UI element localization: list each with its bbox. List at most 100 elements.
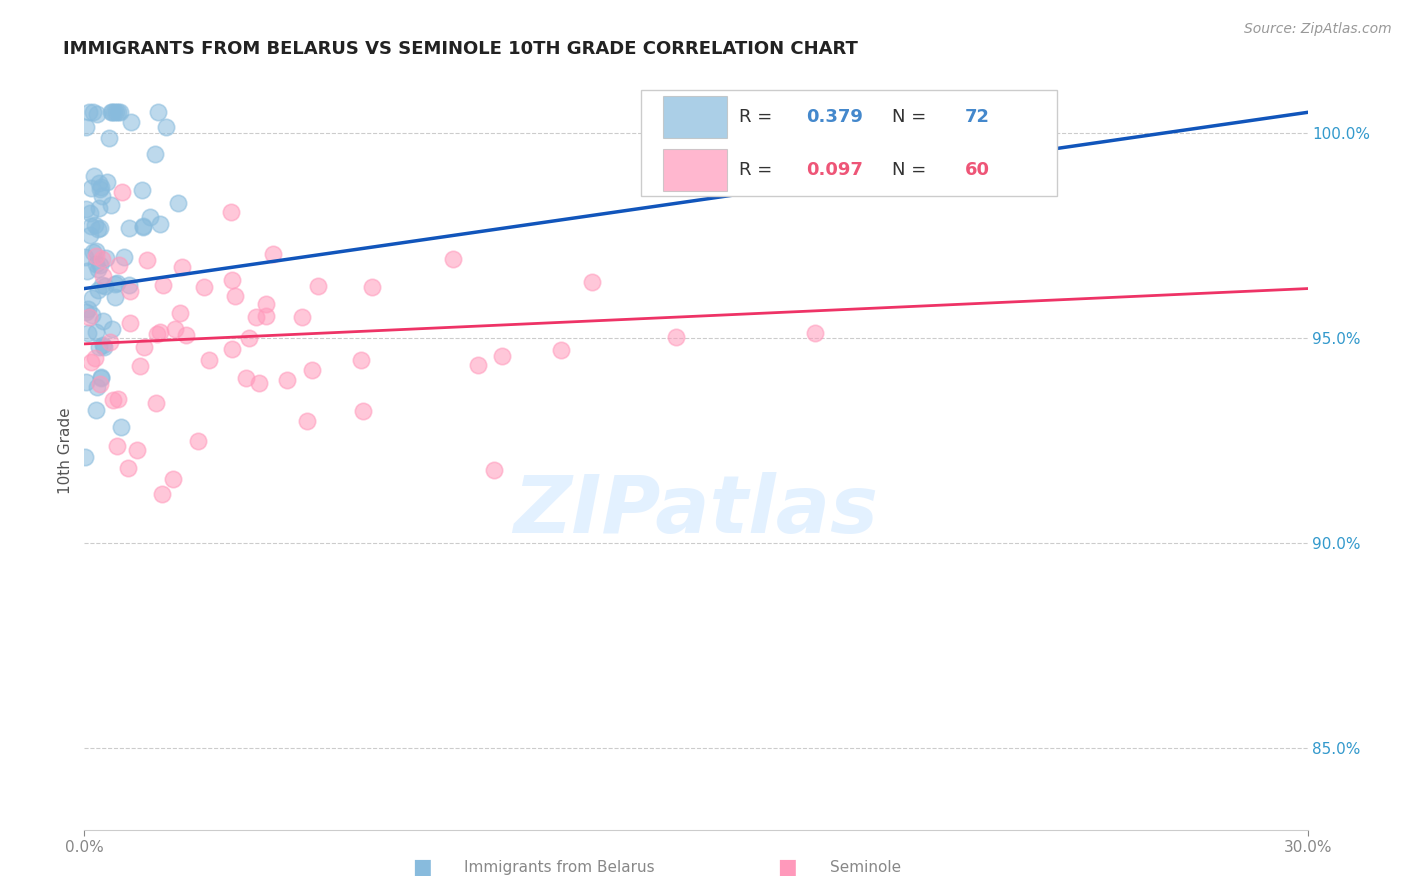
Point [155,120,177,135]
Point [89,202,111,216]
Point [79,310,101,325]
Point [135,252,157,267]
Point [75,250,97,264]
Text: ■: ■ [778,857,797,877]
Point [118,221,141,235]
Point [104,105,127,120]
Point [75,375,97,389]
Point [152,277,174,292]
Point [80,219,103,233]
Point [84,325,107,339]
Point [75,202,97,217]
Point [491,349,513,363]
Point [80,291,103,305]
Point [162,472,184,486]
Point [803,326,825,341]
Text: ZIPatlas: ZIPatlas [513,472,879,550]
Point [87,222,110,236]
Point [104,290,127,304]
Point [193,280,215,294]
Point [224,289,246,303]
Point [118,316,141,330]
Text: R =: R = [738,108,778,126]
Point [91,268,114,283]
Point [198,353,221,368]
Point [89,376,111,391]
Point [89,182,111,196]
Point [149,325,172,339]
Point [91,337,114,351]
Point [117,461,139,475]
Point [187,434,209,448]
Point [91,278,114,293]
Point [482,463,505,477]
Point [145,395,167,409]
Point [256,310,278,324]
Point [79,206,101,220]
Point [127,443,149,458]
Point [84,257,107,271]
Point [89,258,111,272]
Point [112,250,135,264]
Point [108,105,131,120]
Point [108,258,131,272]
Point [90,180,112,194]
Point [107,277,129,291]
Point [105,439,128,453]
Point [90,371,112,385]
Point [83,169,105,183]
Point [75,304,97,318]
Point [91,314,114,328]
Point [86,380,108,394]
Point [94,279,117,293]
Point [235,371,257,385]
Text: 0.097: 0.097 [806,161,863,179]
Point [84,218,107,232]
Point [110,420,132,434]
Point [150,487,173,501]
Point [238,331,260,345]
Point [96,175,118,189]
Point [104,277,127,291]
Point [120,284,142,298]
Point [93,341,115,355]
Point [100,197,122,211]
Point [665,329,688,343]
Point [101,322,124,336]
Text: R =: R = [738,161,778,179]
FancyBboxPatch shape [664,149,727,191]
Point [118,278,141,293]
Point [82,105,104,120]
Point [79,228,101,243]
Point [295,414,318,428]
FancyBboxPatch shape [664,96,727,137]
Point [76,264,98,278]
Point [98,334,121,349]
Point [82,308,104,322]
Point [581,275,603,289]
Point [84,244,107,258]
Point [262,247,284,261]
Point [221,343,243,357]
Text: N =: N = [891,161,932,179]
Point [146,105,169,120]
Point [107,105,129,120]
Point [247,376,270,390]
Text: 0.379: 0.379 [806,108,863,126]
Point [83,351,105,366]
Point [128,359,150,373]
Point [131,183,153,197]
Point [174,327,197,342]
Point [134,340,156,354]
Text: ■: ■ [412,857,432,877]
Point [76,302,98,317]
Point [77,105,100,120]
Point [139,210,162,224]
Point [96,251,118,265]
Point [149,218,172,232]
Point [84,403,107,417]
Point [221,273,243,287]
Point [360,280,382,294]
Point [132,219,155,233]
Point [75,120,97,134]
